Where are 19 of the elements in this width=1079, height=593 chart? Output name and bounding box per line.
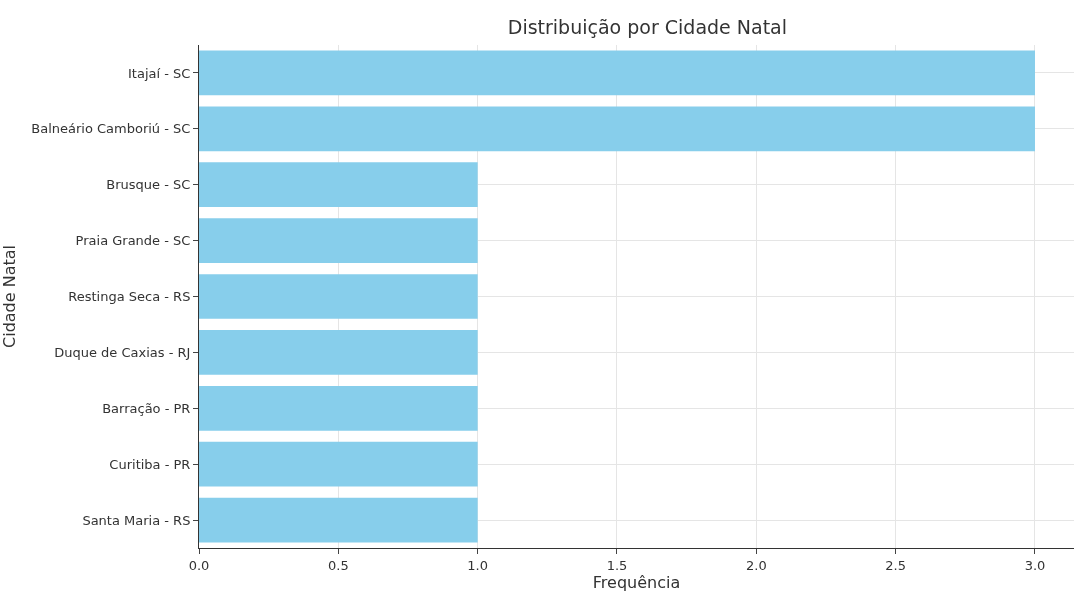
x-tick-label: 3.0 [1024,557,1046,573]
x-tick-label: 2.5 [885,557,906,573]
y-tick-label: Duque de Caxias - RJ [54,344,191,360]
x-axis-title: Frequência [592,572,681,592]
y-tick-label: Itajaí - SC [128,65,191,81]
y-tick-label: Restinga Seca - RS [68,289,191,305]
x-tick-label: 0.5 [327,557,349,573]
y-tick-label: Praia Grande - SC [75,233,191,249]
y-tick-label: Barração - PR [102,400,191,416]
y-tick-label: Brusque - SC [106,177,191,193]
x-tick-label: 1.0 [467,557,488,573]
y-tick-label: Curitiba - PR [109,456,191,472]
x-tick-label: 2.0 [745,557,767,573]
y-axis-title: Cidade Natal [0,245,19,348]
y-tick-label: Balneário Camboriú - SC [31,121,191,137]
chart-title: Distribuição por Cidade Natal [507,16,788,39]
x-tick-label: 1.5 [606,557,628,573]
x-tick-label: 0.0 [188,557,210,573]
y-tick-label: Santa Maria - RS [82,512,191,528]
